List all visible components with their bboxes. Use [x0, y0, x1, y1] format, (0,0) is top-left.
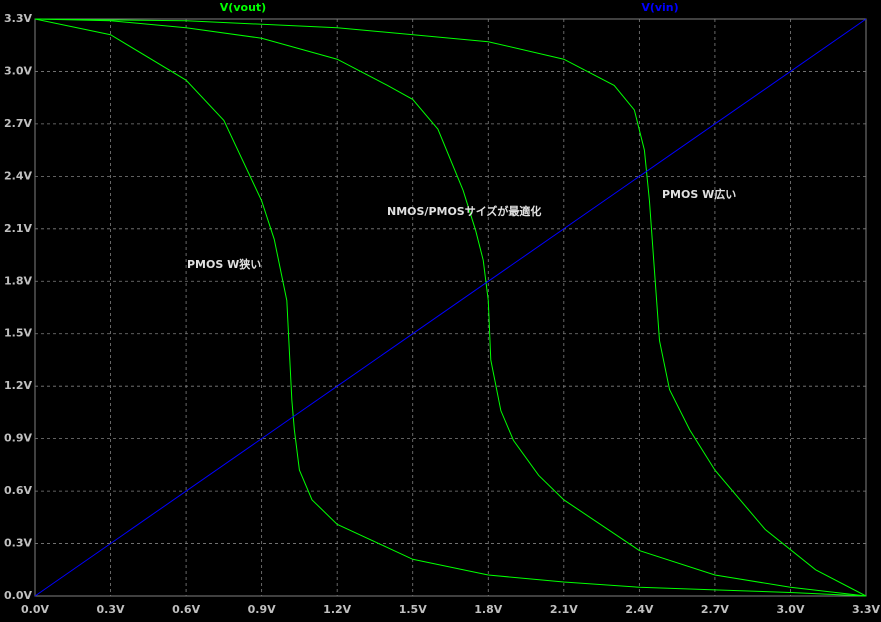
- annotation: NMOS/PMOSサイズが最適化: [387, 204, 541, 218]
- x-tick-label: 2.7V: [701, 603, 729, 616]
- x-tick-label: 0.6V: [172, 603, 200, 616]
- x-tick-label: 0.3V: [97, 603, 125, 616]
- y-tick-label: 0.3V: [4, 537, 32, 550]
- x-tick-label: 1.8V: [474, 603, 502, 616]
- x-tick-label: 2.4V: [625, 603, 653, 616]
- x-tick-label: 1.5V: [399, 603, 427, 616]
- x-tick-label: 3.0V: [776, 603, 804, 616]
- annotation: PMOS W狭い: [187, 257, 261, 271]
- y-tick-label: 3.3V: [4, 12, 32, 25]
- series-line: [34, 18, 867, 597]
- y-tick-label: 2.1V: [4, 222, 32, 235]
- x-tick-label: 2.1V: [550, 603, 578, 616]
- y-tick-label: 0.0V: [4, 589, 32, 602]
- series-line: [34, 18, 867, 597]
- y-tick-label: 0.6V: [4, 484, 32, 497]
- series-line: [34, 18, 867, 597]
- x-tick-label: 1.2V: [323, 603, 351, 616]
- x-tick-label: 0.9V: [248, 603, 276, 616]
- legend-label: V(vout): [220, 1, 266, 14]
- y-tick-label: 2.7V: [4, 117, 32, 130]
- annotation: PMOS W広い: [662, 187, 736, 201]
- y-tick-label: 0.9V: [4, 432, 32, 445]
- y-tick-label: 1.5V: [4, 327, 32, 340]
- x-tick-label: 0.0V: [21, 603, 49, 616]
- y-tick-label: 1.2V: [4, 379, 32, 392]
- x-tick-label: 3.3V: [852, 603, 880, 616]
- legend-label: V(vin): [641, 1, 678, 14]
- y-tick-label: 2.4V: [4, 169, 32, 182]
- y-tick-label: 3.0V: [4, 64, 32, 77]
- series-line: [34, 18, 867, 597]
- y-tick-label: 1.8V: [4, 274, 32, 287]
